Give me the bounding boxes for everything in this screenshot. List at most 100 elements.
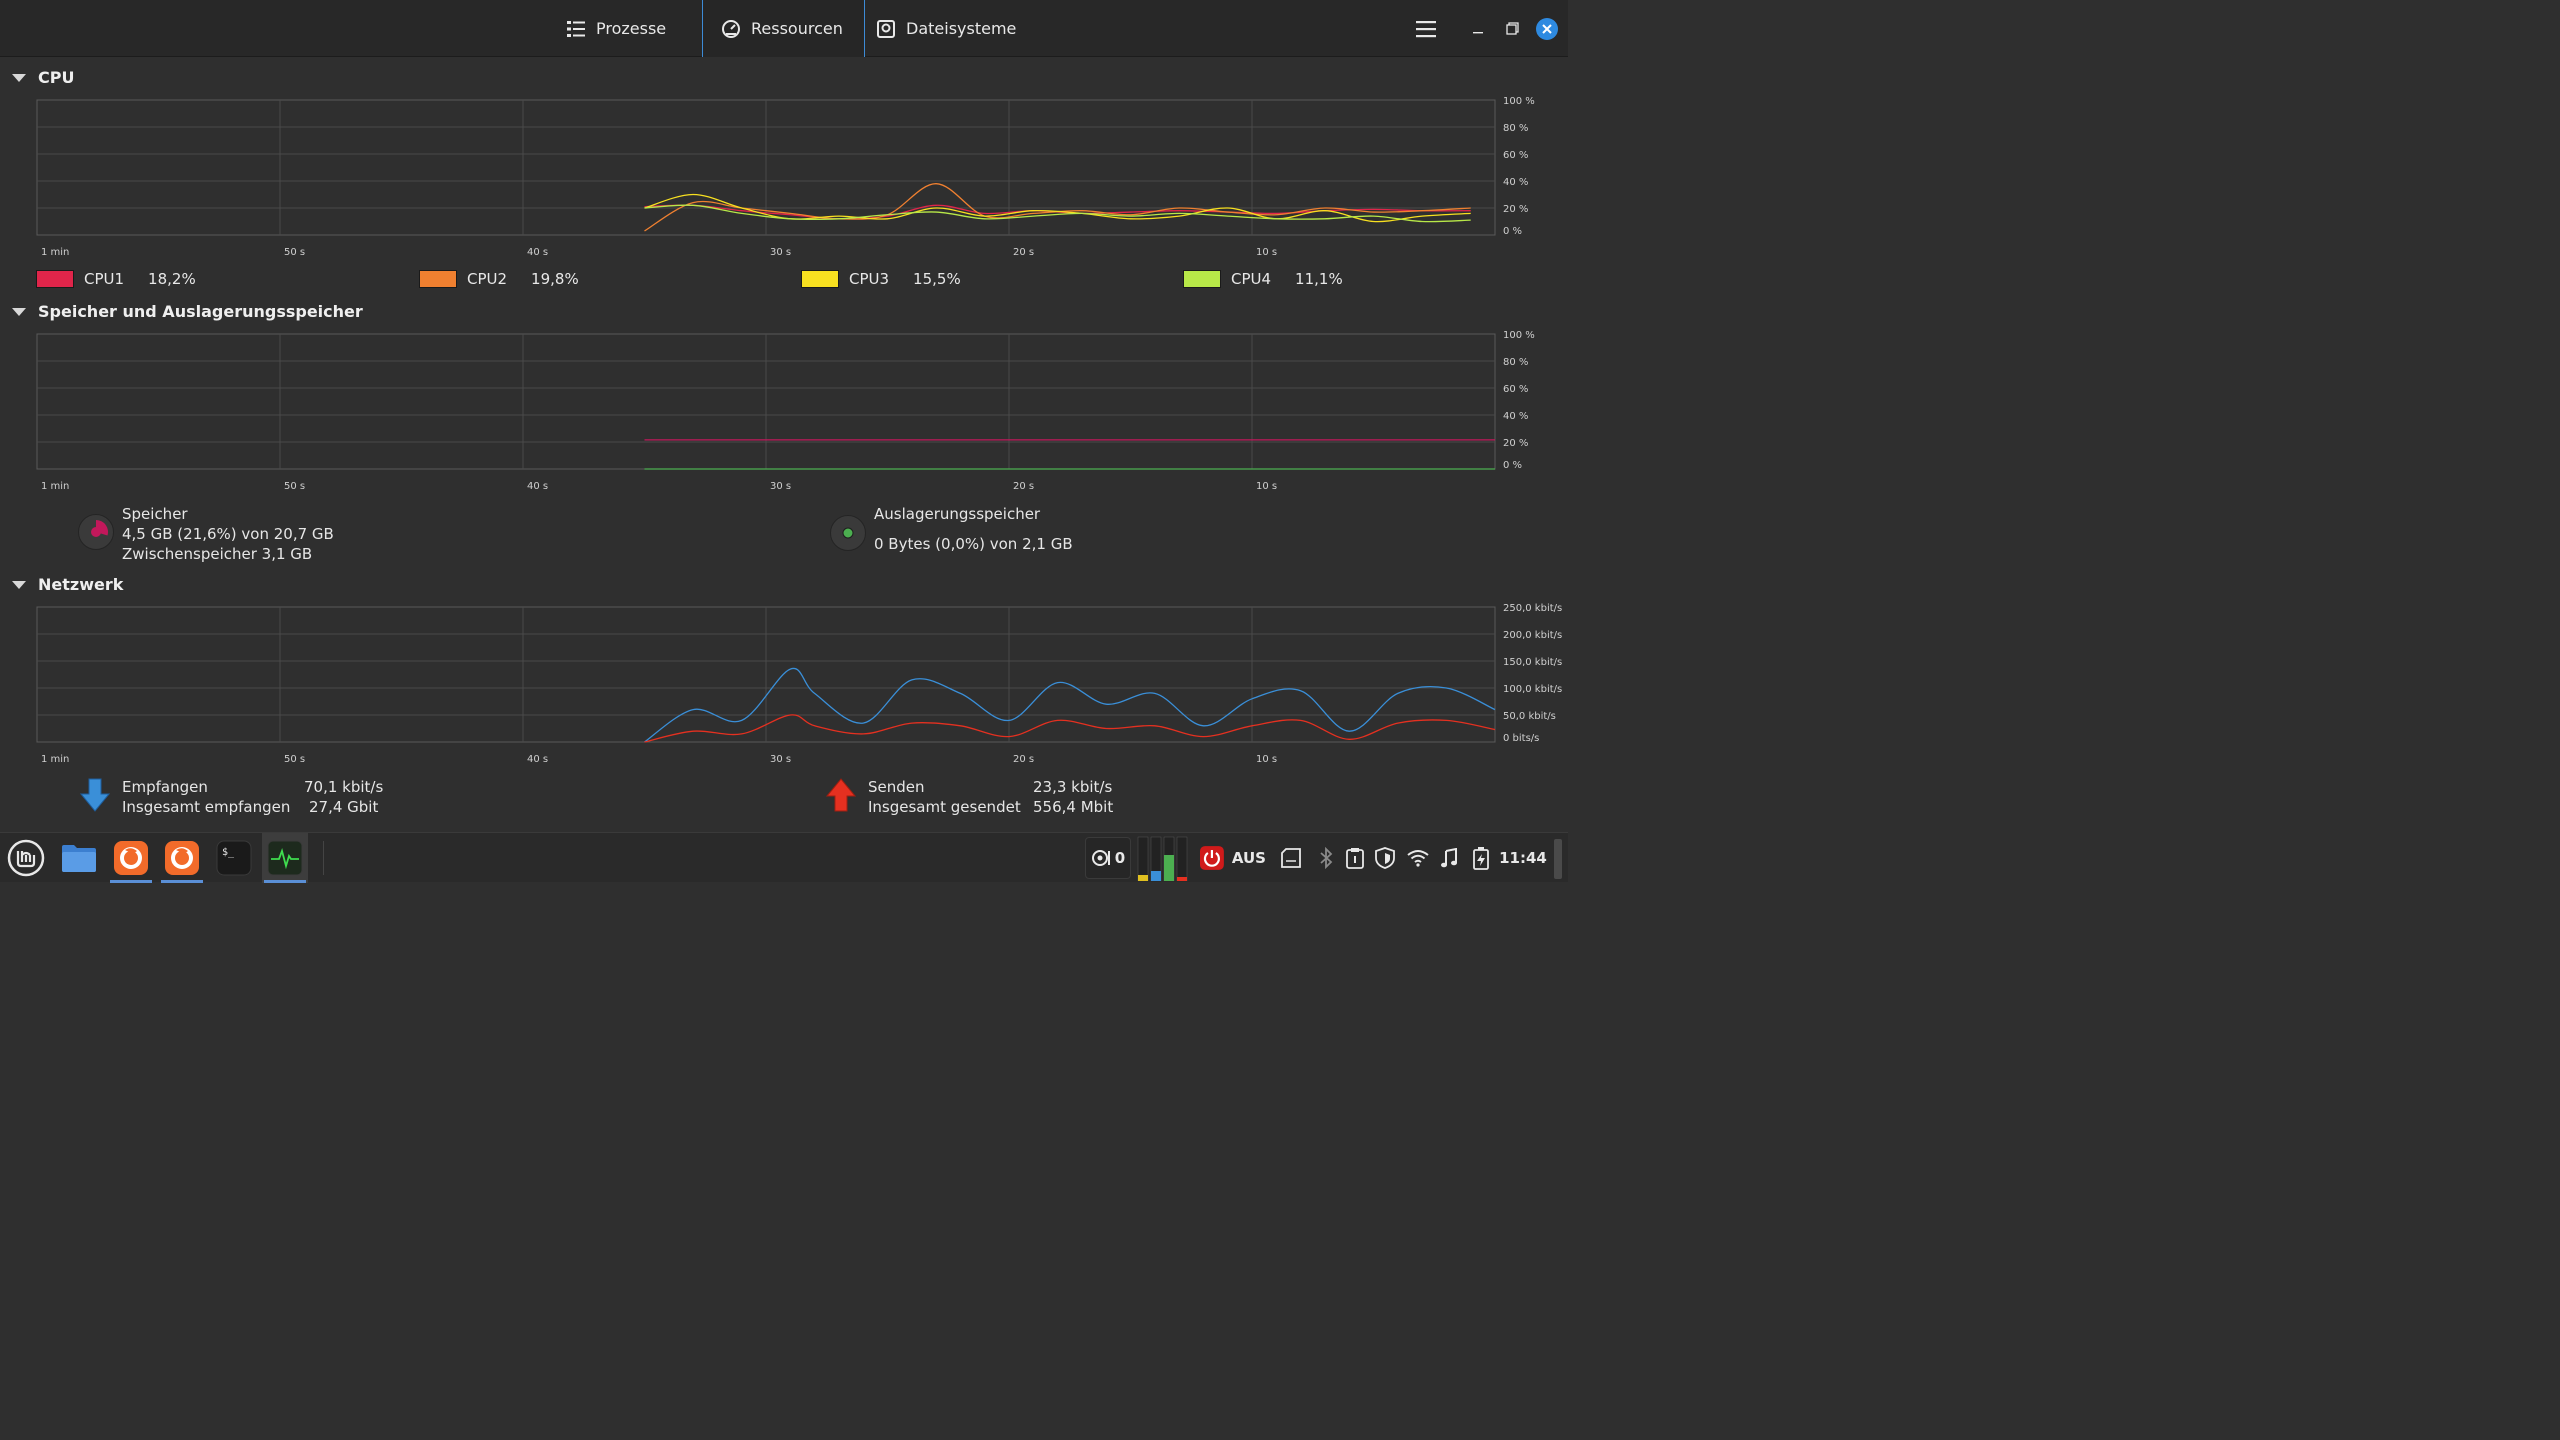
color-swatch[interactable] <box>1183 270 1221 288</box>
section-title: Netzwerk <box>38 575 124 594</box>
show-desktop-button[interactable] <box>1554 839 1562 879</box>
x-tick-label: 50 s <box>284 754 305 765</box>
active-indicator <box>110 880 152 883</box>
power-icon <box>1200 846 1224 870</box>
power-indicator[interactable]: AUS <box>1200 833 1266 883</box>
legend-value: 19,8% <box>531 270 579 288</box>
x-tick-label: 20 s <box>1013 247 1034 258</box>
firefox-window-2[interactable] <box>159 833 205 883</box>
list-icon <box>567 20 585 37</box>
speedometer-icon <box>722 19 740 38</box>
y-tick-label: 150,0 kbit/s <box>1503 657 1562 668</box>
y-tick-label: 40 % <box>1503 177 1528 188</box>
upload-arrow-icon <box>826 778 856 812</box>
receive-label: Empfangen <box>122 778 208 796</box>
x-tick-label: 30 s <box>770 247 791 258</box>
memory-label: Speicher <box>122 505 188 523</box>
legend-cpu3[interactable]: CPU3 15,5% <box>801 270 961 288</box>
x-tick-label: 1 min <box>41 754 69 765</box>
music-note-icon <box>1441 848 1457 868</box>
collapse-triangle-icon <box>12 307 26 316</box>
swap-info: Auslagerungsspeicher 0 Bytes (0,0%) von … <box>874 504 1073 554</box>
swap-dot-icon <box>842 527 854 539</box>
memory-pie-chart[interactable] <box>78 514 114 550</box>
tab-label: Ressourcen <box>751 19 843 38</box>
sd-card-indicator[interactable] <box>1278 833 1304 883</box>
x-tick-label: 30 s <box>770 754 791 765</box>
color-swatch[interactable] <box>419 270 457 288</box>
legend-value: 11,1% <box>1295 270 1343 288</box>
maximize-button[interactable] <box>1500 0 1524 57</box>
x-tick-label: 1 min <box>41 247 69 258</box>
battery-indicator[interactable] <box>1468 833 1494 883</box>
firewall-indicator[interactable] <box>1372 833 1398 883</box>
tab-prozesse[interactable]: Prozesse <box>566 0 702 57</box>
clipboard-indicator[interactable] <box>1343 833 1367 883</box>
wifi-icon <box>1407 850 1429 867</box>
hamburger-menu-button[interactable] <box>1410 0 1442 57</box>
firefox-window-1[interactable] <box>108 833 154 883</box>
folder-icon <box>62 845 96 872</box>
y-tick-label: 0 % <box>1503 460 1522 471</box>
legend-cpu4[interactable]: CPU4 11,1% <box>1183 270 1343 288</box>
network-section-header[interactable]: Netzwerk <box>12 575 123 594</box>
receive-info: Empfangen Insgesamt empfangen <box>122 777 290 817</box>
y-tick-label: 200,0 kbit/s <box>1503 630 1562 641</box>
x-tick-label: 20 s <box>1013 754 1034 765</box>
close-button[interactable] <box>1535 0 1559 57</box>
active-indicator <box>161 880 203 883</box>
x-tick-label: 10 s <box>1256 481 1277 492</box>
y-tick-label: 100,0 kbit/s <box>1503 684 1562 695</box>
y-tick-label: 60 % <box>1503 150 1528 161</box>
tab-label: Prozesse <box>596 19 667 38</box>
cpu-section-header[interactable]: CPU <box>12 68 74 87</box>
collapse-triangle-icon <box>12 73 26 82</box>
y-tick-label: 80 % <box>1503 123 1528 134</box>
x-tick-label: 20 s <box>1013 481 1034 492</box>
firefox-icon <box>114 841 148 875</box>
power-status: AUS <box>1231 849 1266 867</box>
y-tick-label: 100 % <box>1503 330 1535 341</box>
clock[interactable]: 11:44 <box>1498 833 1548 883</box>
terminal-app-button[interactable]: $_ <box>211 833 257 883</box>
wifi-indicator[interactable] <box>1405 833 1431 883</box>
clock-time: 11:44 <box>1499 849 1547 867</box>
sound-indicator[interactable] <box>1437 833 1461 883</box>
minimize-button[interactable] <box>1466 0 1490 57</box>
workspace-switcher[interactable]: 0 <box>1085 837 1131 879</box>
legend-name: CPU2 <box>467 270 508 288</box>
send-label: Senden <box>868 778 925 796</box>
legend-cpu2[interactable]: CPU2 19,8% <box>419 270 579 288</box>
color-swatch[interactable] <box>801 270 839 288</box>
send-total-label: Insgesamt gesendet <box>868 798 1021 816</box>
color-swatch[interactable] <box>36 270 74 288</box>
x-tick-label: 50 s <box>284 481 305 492</box>
bluetooth-indicator[interactable] <box>1314 833 1338 883</box>
network-graph: 250,0 kbit/s 200,0 kbit/s 150,0 kbit/s 100,… <box>36 603 1562 765</box>
system-load-monitor[interactable] <box>1136 833 1192 883</box>
minimize-icon <box>1473 31 1483 33</box>
start-menu-button[interactable] <box>2 833 50 883</box>
tab-label: Dateisysteme <box>906 19 1017 38</box>
x-tick-label: 1 min <box>41 481 69 492</box>
receive-rate: 70,1 kbit/s <box>304 778 384 796</box>
bluetooth-icon <box>1320 847 1333 869</box>
memory-usage: 4,5 GB (21,6%) von 20,7 GB <box>122 525 334 543</box>
x-tick-label: 10 s <box>1256 754 1277 765</box>
section-title: Speicher und Auslagerungsspeicher <box>38 302 363 321</box>
system-monitor-app-button[interactable] <box>262 833 308 883</box>
files-app-button[interactable] <box>56 833 102 883</box>
tab-ressourcen[interactable]: Ressourcen <box>702 0 865 57</box>
cpu-graph: 100 % 80 % 60 % 40 % 20 % 0 % 1 min 50 s 40 s 30 … <box>36 96 1535 258</box>
memory-section-header[interactable]: Speicher und Auslagerungsspeicher <box>12 302 363 321</box>
shield-icon <box>1375 847 1395 869</box>
x-tick-label: 40 s <box>527 247 548 258</box>
legend-cpu1[interactable]: CPU1 18,2% <box>36 270 196 288</box>
y-tick-label: 20 % <box>1503 204 1528 215</box>
sd-card-icon <box>1281 848 1301 868</box>
swap-pie-chart[interactable] <box>830 515 866 551</box>
y-tick-label: 100 % <box>1503 96 1535 107</box>
swap-usage: 0 Bytes (0,0%) von 2,1 GB <box>874 535 1073 553</box>
y-tick-label: 0 % <box>1503 226 1522 237</box>
tab-dateisysteme[interactable]: Dateisysteme <box>876 0 1026 57</box>
